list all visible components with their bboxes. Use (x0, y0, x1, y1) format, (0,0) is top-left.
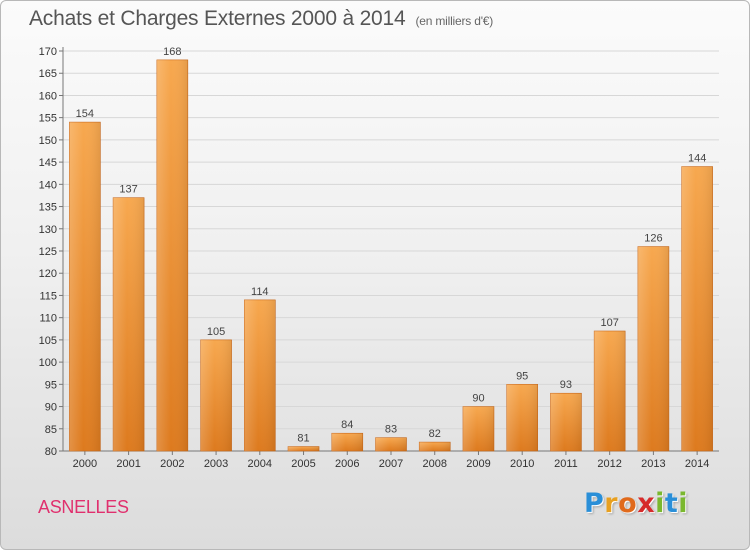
bar-highlight (156, 59, 188, 452)
logo-letter: P (584, 488, 605, 519)
bar-highlight (331, 433, 363, 451)
place-name: ASNELLES (38, 497, 129, 517)
x-tick-label: 2011 (554, 458, 578, 470)
logo-letter: r (604, 488, 619, 519)
logo-letter: i (655, 488, 665, 519)
x-tick-label: 2005 (291, 458, 315, 470)
axes: 80 85 90 95 100 105 110 115 120 125 130 135 140 145 15… (39, 46, 719, 470)
x-tick-label: 2013 (641, 458, 665, 470)
bar-highlight (288, 446, 320, 451)
x-tick-label: 2002 (160, 458, 184, 470)
logo-letter: i (678, 488, 689, 519)
data-label: 168 (163, 46, 181, 58)
bar-highlight (506, 384, 538, 451)
bar-highlight (594, 331, 626, 451)
logo-letter: o (618, 488, 638, 519)
x-tick-label: 2012 (597, 458, 621, 470)
data-label: 93 (560, 379, 572, 391)
y-tick-label: 155 (39, 113, 57, 125)
bar-highlight (462, 406, 494, 451)
x-tick-label: 2001 (116, 458, 140, 470)
bar-highlight (550, 393, 582, 451)
bar-highlight (244, 299, 276, 451)
y-tick-label: 165 (39, 68, 57, 80)
y-tick-label: 95 (45, 379, 57, 391)
logo-letter: t (664, 488, 679, 519)
y-tick-label: 160 (39, 90, 57, 102)
y-tick-label: 135 (39, 202, 57, 214)
y-tick-label: 80 (45, 446, 57, 458)
bar-highlight (200, 339, 232, 451)
y-tick-label: 150 (39, 135, 57, 147)
data-label: 81 (297, 433, 309, 445)
data-label: 144 (688, 153, 706, 165)
x-tick-label: 2004 (248, 458, 272, 470)
y-tick-label: 105 (39, 335, 57, 347)
data-label: 114 (251, 286, 269, 298)
x-tick-label: 2006 (335, 458, 359, 470)
x-tick-label: 2009 (466, 458, 490, 470)
data-label: 90 (472, 393, 484, 405)
logo-letter: x (637, 488, 656, 519)
bar-highlight (681, 166, 713, 452)
bar-highlight (637, 246, 669, 451)
data-label: 107 (600, 317, 618, 329)
y-tick-label: 170 (39, 46, 57, 58)
chart-title: Achats et Charges Externes 2000 à 2014 (e… (29, 7, 493, 31)
y-tick-label: 130 (39, 224, 57, 236)
y-tick-label: 120 (39, 268, 57, 280)
y-tick-label: 90 (45, 402, 57, 414)
y-tick-label: 115 (39, 290, 57, 302)
bar-highlight (375, 437, 407, 451)
x-tick-label: 2000 (73, 458, 97, 470)
data-label: 84 (341, 419, 353, 431)
x-tick-label: 2010 (510, 458, 534, 470)
y-tick-label: 85 (45, 424, 57, 436)
bars (69, 59, 713, 452)
y-tick-label: 100 (39, 357, 57, 369)
data-label: 154 (76, 108, 94, 120)
data-label: 82 (429, 428, 441, 440)
x-tick-label: 2003 (204, 458, 228, 470)
x-tick-label: 2007 (379, 458, 403, 470)
y-tick-label: 125 (39, 246, 57, 258)
chart-subtitle: (en milliers d'€) (415, 14, 494, 28)
x-tick-label: 2014 (685, 458, 709, 470)
y-tick-label: 140 (39, 179, 57, 191)
data-label: 95 (516, 370, 528, 382)
bar-highlight (419, 442, 451, 451)
bar-highlight (69, 122, 101, 451)
data-label: 126 (644, 233, 662, 245)
x-tick-label: 2008 (422, 458, 446, 470)
y-tick-label: 145 (39, 157, 57, 169)
y-tick-label: 110 (39, 313, 57, 325)
proxiti-logo: Proxiti (584, 488, 688, 519)
data-labels: 154 137 168 105 114 81 84 83 82 90 95 93 107 126 144 (76, 46, 707, 445)
data-label: 105 (207, 326, 225, 338)
data-label: 137 (119, 184, 137, 196)
data-label: 83 (385, 424, 397, 436)
chart-title-text: Achats et Charges Externes 2000 à 2014 (29, 7, 406, 30)
bar-highlight (113, 197, 145, 451)
